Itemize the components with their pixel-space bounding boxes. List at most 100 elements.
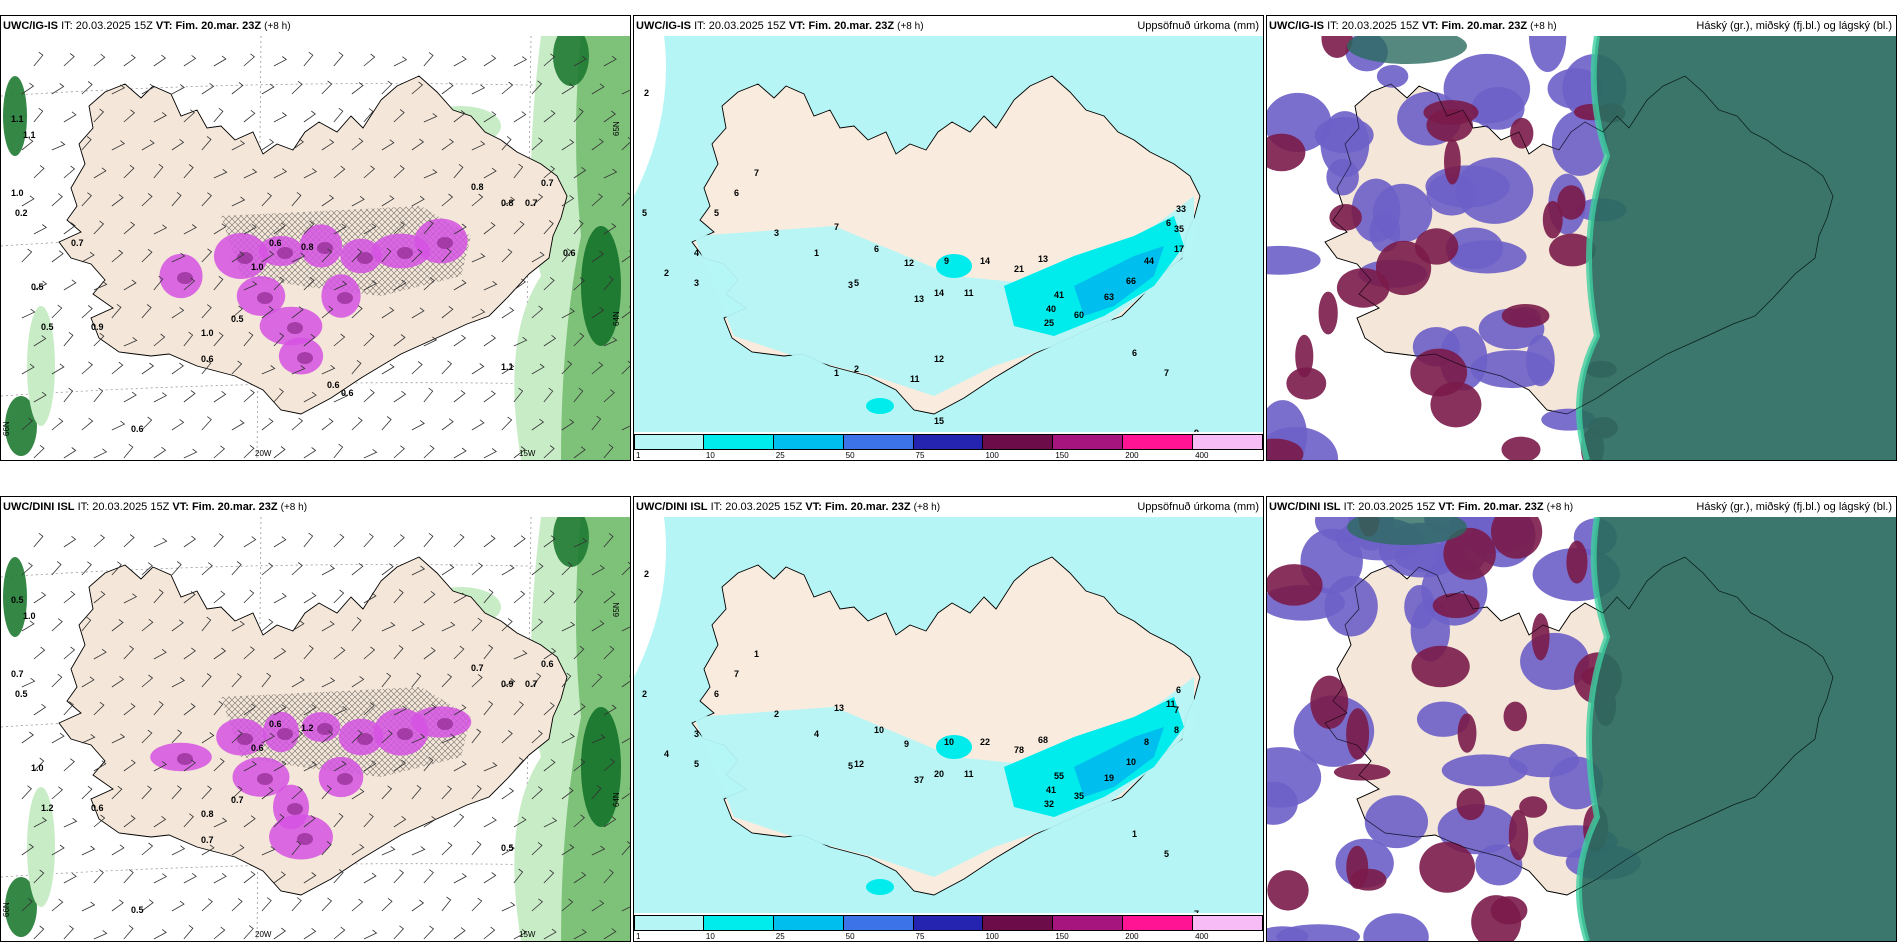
precip-core	[3, 76, 27, 156]
precip-value: 0.6	[327, 380, 340, 390]
precip-core	[3, 557, 27, 637]
low-cloud-cell	[1471, 87, 1525, 130]
precip-amount: 11	[964, 769, 974, 779]
axis-label: 15W	[519, 930, 536, 939]
precip-value: 0.5	[131, 905, 144, 915]
precip-area	[27, 306, 55, 426]
mid-cloud-cell	[1267, 438, 1304, 460]
vt-label: VT:	[1438, 501, 1455, 513]
map-canvas: 20W 15W65N64N66N0.51.01.01.20.70.50.50.70…	[1, 517, 630, 941]
init-time: 20.03.2025 15Z	[725, 501, 803, 513]
precip-amount: 4	[814, 729, 819, 739]
lead-time: (+8 h)	[1530, 21, 1557, 32]
colorbar-tick: 100	[985, 451, 999, 460]
mid-cloud-cell	[1414, 228, 1459, 265]
colorbar-tick: 10	[705, 451, 715, 460]
precip-amount: 7	[1164, 368, 1169, 378]
precip-amount: 10	[1126, 757, 1136, 767]
colorbar-tick: 25	[775, 451, 785, 460]
low-cloud-cell	[1475, 844, 1523, 886]
precip-amount: 9	[904, 739, 909, 749]
low-cloud-cell	[1455, 157, 1534, 224]
axis-label: 64N	[612, 311, 621, 326]
precip-amount: 1	[1132, 829, 1137, 839]
colorbar-swatch	[913, 434, 984, 450]
snow-core	[277, 247, 293, 259]
mid-cloud-cell	[1508, 809, 1529, 861]
colorbar-tick: 1	[636, 932, 641, 941]
precip-value: 1.1	[23, 130, 36, 140]
lead-time: (+8 h)	[1546, 502, 1574, 513]
precip-value: 0.7	[525, 198, 538, 208]
precip-amount: 6	[1132, 348, 1137, 358]
colorbar-tick: 50	[845, 451, 855, 460]
precip-amount: 1	[834, 368, 839, 378]
snow-core	[357, 733, 373, 745]
model-name: UWC/IG-IS	[1269, 20, 1324, 32]
run-info: UWC/DINI ISL IT: 20.03.2025 15Z VT: Fim.…	[3, 497, 307, 518]
mid-cloud-cell	[1542, 200, 1563, 239]
precip-value: 0.6	[251, 743, 264, 753]
mid-cloud-cell	[1267, 870, 1309, 911]
precip-value: 0.6	[269, 719, 282, 729]
colorbar-tick: 10	[705, 932, 715, 941]
low-cloud-cell	[1441, 754, 1528, 787]
mid-cloud-cell	[1267, 133, 1306, 172]
valid-time: Fim. 20.mar. 23Z	[808, 20, 895, 32]
field-title: Uppsöfnuð úrkoma (mm)	[1137, 20, 1259, 32]
precip-value: 0.6	[201, 354, 214, 364]
map-canvas: 20W 15W65N64N66N1.11.10.50.51.00.20.60.60…	[1, 36, 630, 460]
colorbar-swatch	[773, 434, 844, 450]
high-cloud-cell	[1347, 517, 1467, 545]
mid-cloud-cell	[1456, 788, 1485, 821]
precip-value: 0.7	[525, 679, 538, 689]
low-cloud-cell	[1267, 747, 1322, 808]
mid-cloud-cell	[1503, 701, 1527, 732]
colorbar-tick: 400	[1195, 451, 1209, 460]
precip-value: 0.5	[501, 843, 514, 853]
valid-time: Fim. 20.mar. 23Z	[1457, 501, 1544, 513]
mid-cloud-cell	[1457, 713, 1477, 753]
low-cloud-cell	[1437, 804, 1517, 855]
mid-cloud-cell	[1410, 348, 1468, 397]
precip-amount: 10	[944, 737, 954, 747]
precip-amount: 10	[874, 725, 884, 735]
precip-amount: 60	[1074, 310, 1084, 320]
precip-amount: 2	[644, 88, 649, 98]
precip-amount: 3	[694, 729, 699, 739]
panel-dini-weather: UWC/DINI ISL IT: 20.03.2025 15Z VT: Fim.…	[0, 496, 631, 942]
precip-amount: 5	[714, 208, 719, 218]
colorbar-swatch	[913, 915, 984, 931]
precip-cell	[866, 398, 894, 414]
precip-value: 0.6	[131, 424, 144, 434]
precip-value: 0.5	[41, 322, 54, 332]
model-name: UWC/DINI ISL	[1269, 501, 1341, 513]
precip-core	[553, 517, 589, 567]
mid-cloud-cell	[1501, 303, 1550, 328]
precip-amount: 8	[1144, 737, 1149, 747]
mid-cloud-cell	[1426, 108, 1473, 142]
valid-time: Fim. 20.mar. 23Z	[824, 501, 911, 513]
panel-header: UWC/DINI ISL IT: 20.03.2025 15Z VT: Fim.…	[634, 497, 1263, 517]
colorbar-tick: 100	[985, 932, 999, 941]
precip-amount: 2	[854, 364, 859, 374]
precip-amount: 14	[934, 288, 944, 298]
panel-igis-cloud: UWC/IG-IS IT: 20.03.2025 15Z VT: Fim. 20…	[1266, 15, 1897, 461]
axis-label: 64N	[612, 792, 621, 807]
init-time: 20.03.2025 15Z	[75, 20, 153, 32]
mid-cloud-cell	[1318, 291, 1338, 335]
precip-amount: 3	[774, 228, 779, 238]
precip-value: 0.8	[501, 198, 514, 208]
it-label: IT:	[77, 501, 90, 513]
precip-core	[553, 36, 589, 86]
wind-barbs	[21, 51, 630, 459]
colorbar-swatch	[634, 915, 704, 931]
precip-amount: 5	[694, 759, 699, 769]
field-title: Uppsöfnuð úrkoma (mm)	[1137, 501, 1259, 513]
precip-amount: 11	[964, 288, 974, 298]
mid-cloud-cell	[1333, 763, 1391, 781]
it-label: IT:	[1327, 20, 1339, 32]
vt-label: VT:	[1421, 20, 1439, 32]
precip-amount: 12	[854, 759, 864, 769]
precip-area	[27, 787, 55, 907]
